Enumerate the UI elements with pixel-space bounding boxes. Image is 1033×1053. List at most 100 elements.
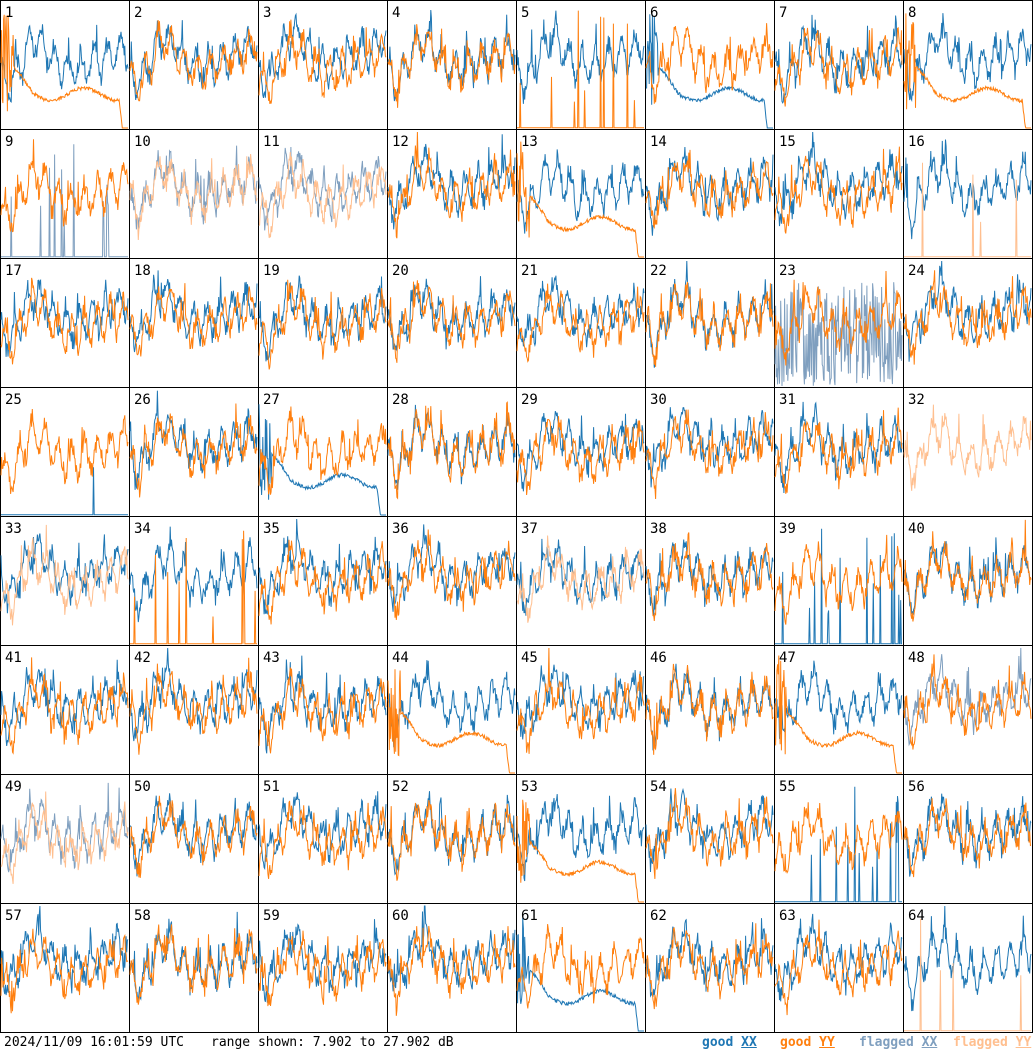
yy-series-line xyxy=(645,281,774,367)
yy-series-line xyxy=(387,24,516,108)
legend-flagged-yy: flagged YY xyxy=(953,1035,1031,1050)
yy-series-line xyxy=(774,534,903,625)
panel-frame xyxy=(387,645,517,775)
xx-series-line xyxy=(903,260,1032,362)
yy-series-line xyxy=(258,152,387,239)
panel-47: 47 xyxy=(774,645,904,775)
xx-series-line xyxy=(258,791,387,871)
panel-label: 39 xyxy=(779,521,796,537)
panel-label: 42 xyxy=(134,650,151,666)
yy-series-line xyxy=(903,270,1032,365)
panel-label: 14 xyxy=(650,134,667,150)
panel-25: 25 xyxy=(0,387,130,517)
panel-1: 1 xyxy=(0,0,130,130)
yy-series-line xyxy=(387,131,516,239)
panel-frame xyxy=(903,774,1033,904)
yy-series-line xyxy=(129,795,258,878)
yy-series-line xyxy=(130,530,257,645)
yy-series-line xyxy=(645,23,774,104)
panel-label: 26 xyxy=(134,392,151,408)
panel-frame xyxy=(774,0,904,130)
yy-series-line xyxy=(129,657,258,755)
panel-27: 27 xyxy=(258,387,388,517)
panel-12: 12 xyxy=(387,129,517,259)
panel-57: 57 xyxy=(0,903,130,1033)
legend-good-xx-pol: XX xyxy=(741,1035,757,1050)
yy-series-line xyxy=(645,409,774,500)
panel-label: 12 xyxy=(392,134,409,150)
yy-series-line xyxy=(774,655,902,774)
panel-4: 4 xyxy=(387,0,517,130)
panel-50: 50 xyxy=(129,774,259,904)
panel-label: 55 xyxy=(779,779,796,795)
yy-series-line xyxy=(903,654,1032,750)
panel-28: 28 xyxy=(387,387,517,517)
panel-label: 61 xyxy=(521,908,538,924)
yy-series-line xyxy=(903,404,1032,491)
panel-31: 31 xyxy=(774,387,904,517)
xx-series-line xyxy=(903,13,1032,102)
yy-series-line xyxy=(903,798,1032,878)
xx-series-line xyxy=(774,14,903,104)
yy-series-line xyxy=(0,928,129,1014)
yy-series-line xyxy=(774,146,903,234)
panel-frame xyxy=(387,258,517,388)
yy-series-line xyxy=(904,918,1031,1032)
panel-37: 37 xyxy=(516,516,646,646)
yy-series-line xyxy=(645,663,774,755)
xx-series-line xyxy=(775,786,902,903)
panel-30: 30 xyxy=(645,387,775,517)
panel-label: 48 xyxy=(908,650,925,666)
panel-frame xyxy=(387,903,517,1033)
panel-36: 36 xyxy=(387,516,517,646)
panel-label: 63 xyxy=(779,908,796,924)
yy-series-line xyxy=(387,669,515,774)
yy-series-line xyxy=(516,141,644,258)
panel-label: 10 xyxy=(134,134,151,150)
yy-series-line xyxy=(258,279,387,370)
panel-label: 56 xyxy=(908,779,925,795)
xx-series-line xyxy=(645,146,774,236)
panel-frame xyxy=(129,0,259,130)
panel-55: 55 xyxy=(774,774,904,904)
legend-good-yy: good YY xyxy=(780,1035,835,1050)
panel-label: 45 xyxy=(521,650,538,666)
panel-51: 51 xyxy=(258,774,388,904)
panel-58: 58 xyxy=(129,903,259,1033)
xx-series-line xyxy=(258,12,387,99)
panel-label: 4 xyxy=(392,5,400,21)
xx-series-line xyxy=(129,647,258,742)
panel-label: 53 xyxy=(521,779,538,795)
xx-series-line xyxy=(129,526,258,623)
xx-series-line xyxy=(774,282,903,387)
yy-series-line xyxy=(0,139,129,233)
yy-series-line xyxy=(129,283,258,357)
yy-series-line xyxy=(129,924,258,1005)
panel-20: 20 xyxy=(387,258,517,388)
xx-series-line xyxy=(0,24,129,103)
yy-series-line xyxy=(645,532,774,622)
panel-label: 25 xyxy=(5,392,22,408)
yy-series-line xyxy=(516,799,644,903)
yy-series-line xyxy=(903,13,1031,129)
panel-35: 35 xyxy=(258,516,388,646)
legend-flagged-xx-prefix: flagged xyxy=(859,1035,922,1050)
yy-series-line xyxy=(387,529,516,620)
panel-label: 32 xyxy=(908,392,925,408)
xx-series-line xyxy=(1,467,128,516)
xx-series-line xyxy=(387,134,516,230)
panel-label: 19 xyxy=(263,263,280,279)
panel-8: 8 xyxy=(903,0,1033,130)
yy-series-line xyxy=(258,539,387,625)
footer-bar: 2024/11/09 16:01:59 UTC range shown: 7.9… xyxy=(0,1033,1033,1053)
xx-series-line xyxy=(774,913,903,1002)
panel-22: 22 xyxy=(645,258,775,388)
panel-frame xyxy=(258,258,388,388)
xx-series-line xyxy=(516,411,645,492)
panel-frame xyxy=(903,0,1033,130)
xx-series-line xyxy=(645,918,774,998)
xx-series-line xyxy=(1,144,128,258)
panel-48: 48 xyxy=(903,645,1033,775)
panel-label: 44 xyxy=(392,650,409,666)
